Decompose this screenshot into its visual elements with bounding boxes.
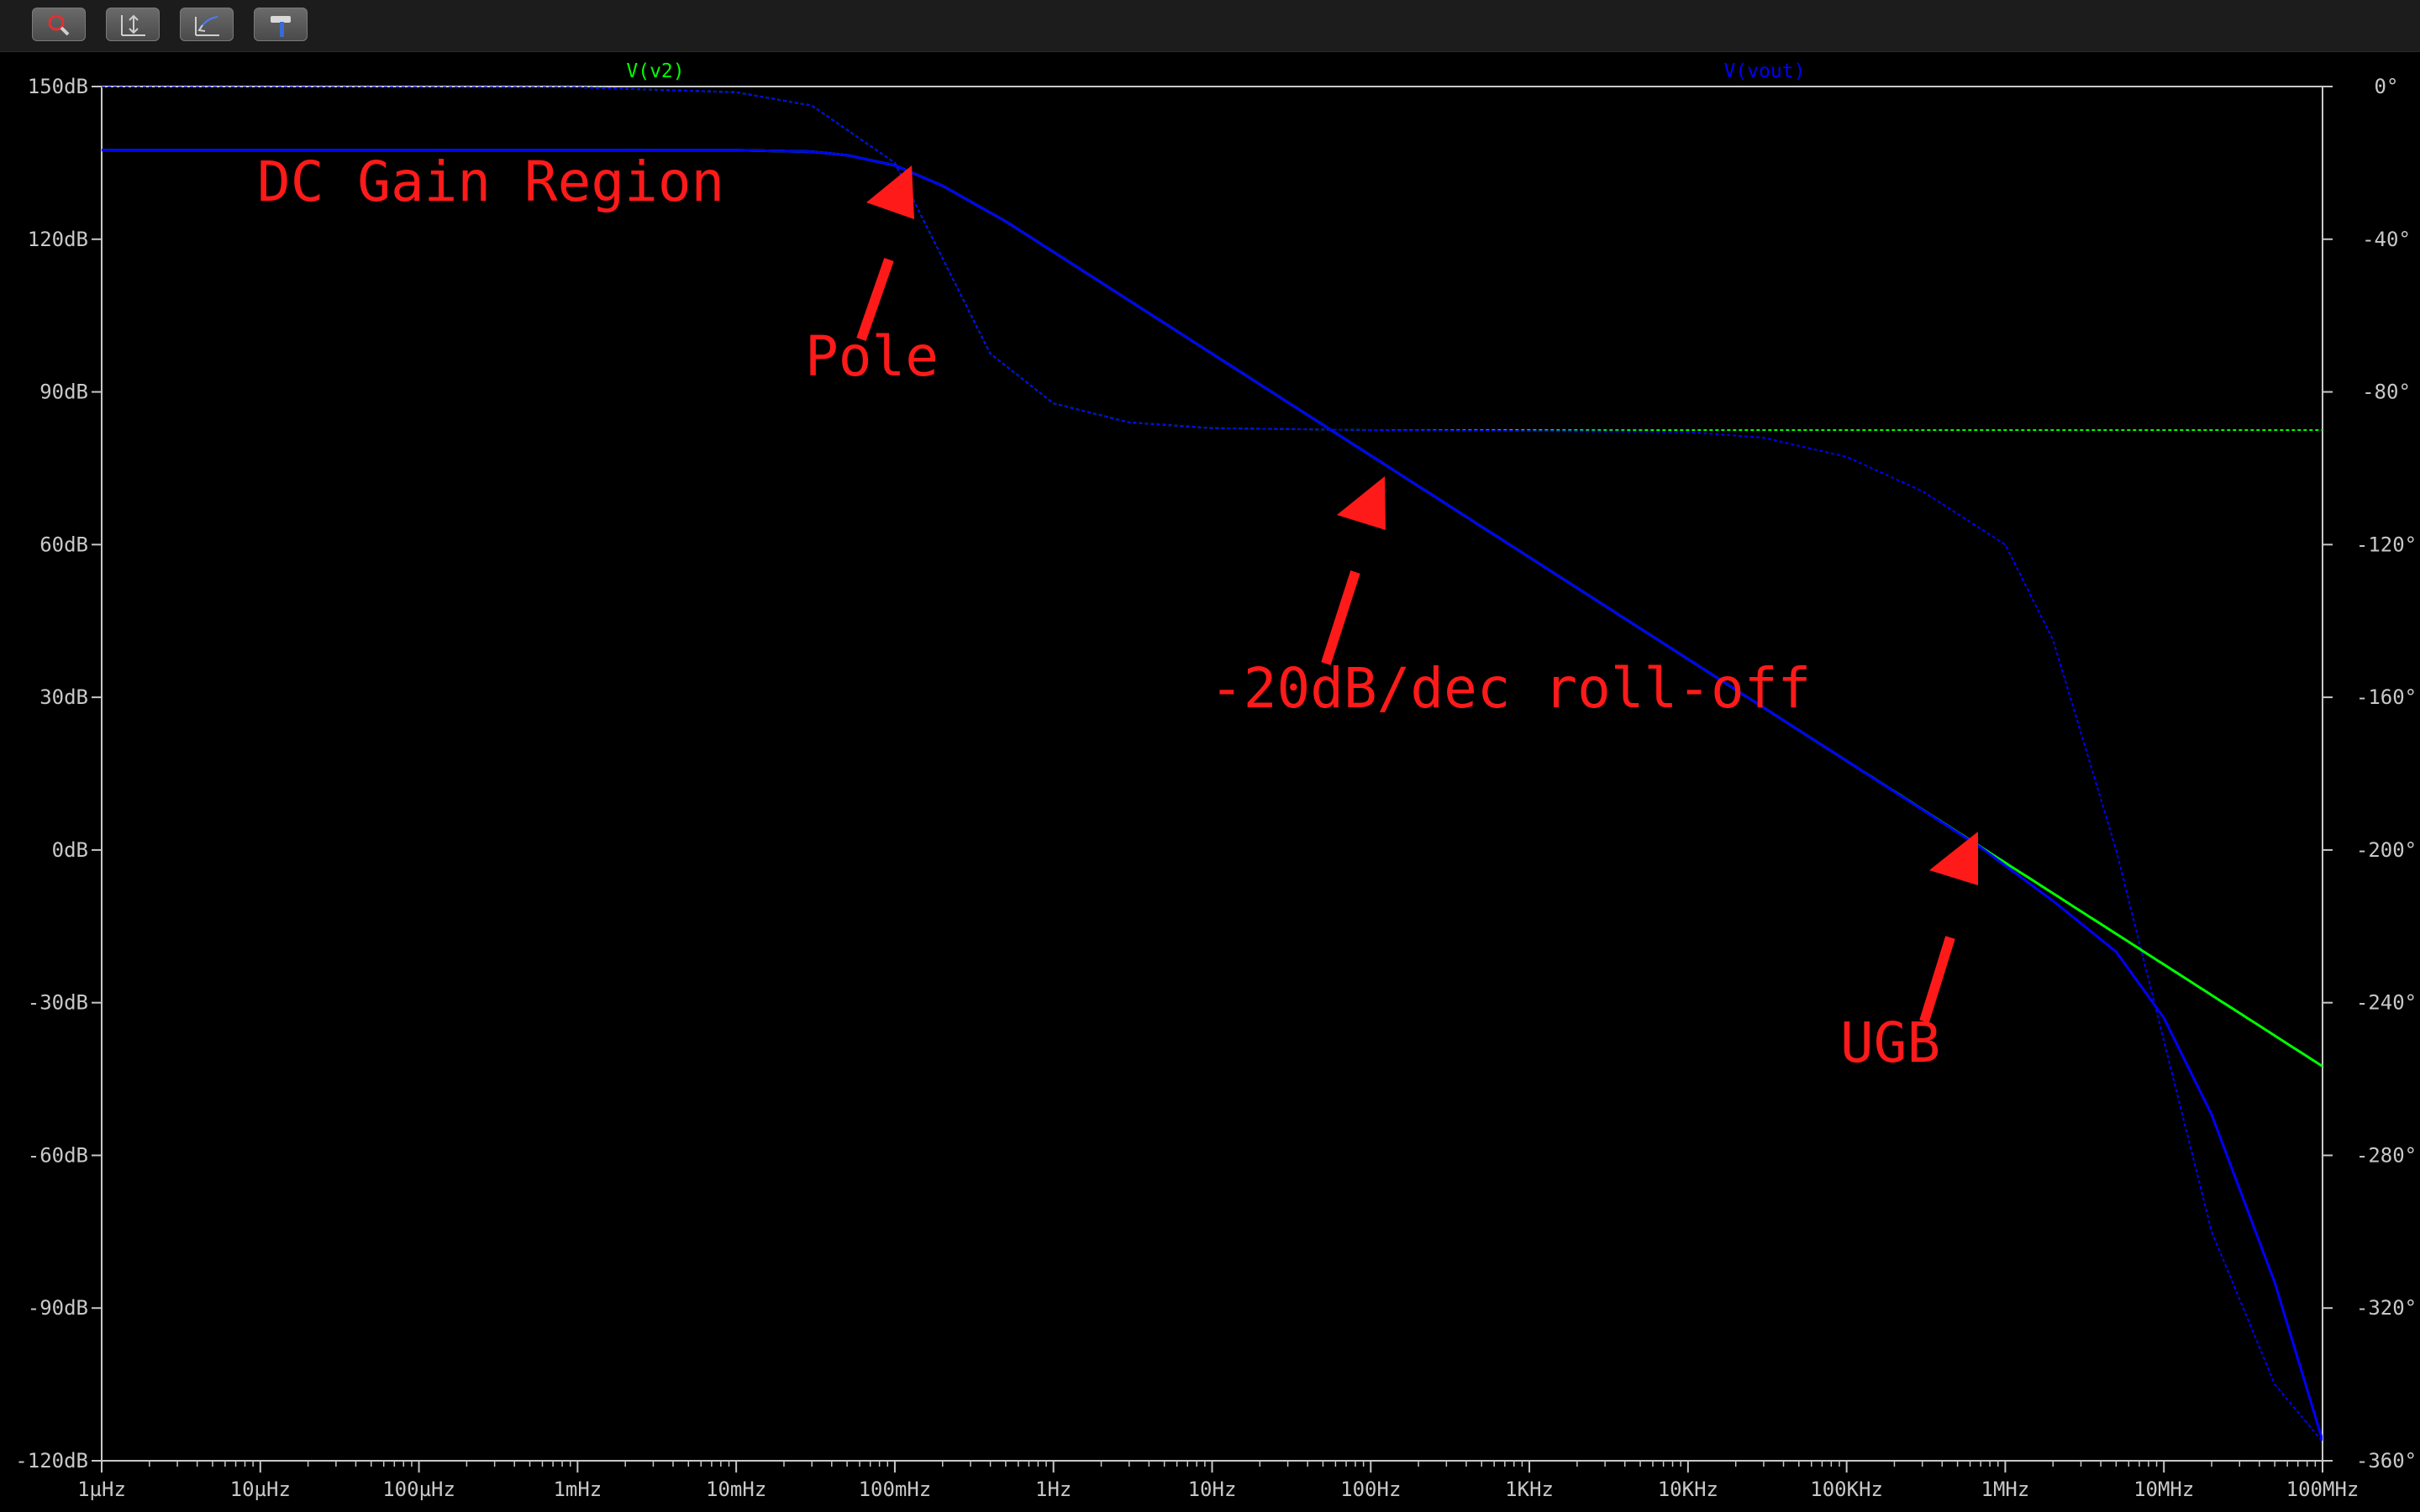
x-tick-label: 1KHz	[1505, 1478, 1554, 1501]
x-tick-label: 100KHz	[1810, 1478, 1883, 1501]
x-tick-label: 100mHz	[859, 1478, 932, 1501]
y-right-tick-label: -200°	[2356, 838, 2417, 862]
pan-button[interactable]	[180, 8, 234, 41]
plot-frame	[101, 86, 2323, 1462]
zoom-tool-button[interactable]	[32, 8, 86, 41]
arrow-pole-shaft	[856, 258, 894, 341]
y-left-tick-label: 150dB	[28, 75, 88, 98]
x-tick-label: 1Hz	[1035, 1478, 1071, 1501]
x-tick-label: 10mHz	[706, 1478, 766, 1501]
x-tick-label: 10KHz	[1658, 1478, 1718, 1501]
y-right-tick-label: -320°	[2356, 1296, 2417, 1320]
pan-icon	[195, 16, 219, 36]
x-tick-label: 10Hz	[1188, 1478, 1237, 1501]
x-tick-label: 10µHz	[230, 1478, 291, 1501]
y-right-tick-label: -360°	[2356, 1449, 2417, 1473]
annotations: DC Gain Region Pole -20dB/dec roll-off U…	[257, 150, 1978, 1075]
y-right-tick-label: 0°	[2375, 75, 2399, 98]
phase-curve-vout	[102, 87, 2323, 1442]
autorange-icon	[121, 14, 145, 36]
x-tick-label: 10MHz	[2133, 1478, 2194, 1501]
x-axis: 1µHz 10µHz 100µHz 1mHz 10mHz 100mHz 1Hz 10Hz 100…	[77, 1461, 2359, 1501]
x-tick-label: 100Hz	[1340, 1478, 1401, 1501]
x-tick-label: 1µHz	[77, 1478, 126, 1501]
y-right-tick-label: -40°	[2362, 228, 2411, 251]
bode-plot[interactable]: 1µHz 10µHz 100µHz 1mHz 10mHz 100mHz 1Hz 10Hz 100…	[0, 51, 2420, 1512]
y-axis-left: 150dB 120dB 90dB 60dB 30dB 0dB -30dB -60dB -90dB…	[15, 75, 102, 1473]
y-left-tick-label: 30dB	[39, 685, 88, 709]
legend-vout: V(vout)	[1724, 60, 1806, 82]
annotation-rolloff: -20dB/dec roll-off	[1210, 656, 1811, 721]
y-left-tick-label: 90dB	[39, 381, 88, 404]
y-left-tick-label: 120dB	[28, 228, 88, 251]
y-right-tick-label: -240°	[2356, 991, 2417, 1015]
series-group	[102, 87, 2323, 1442]
toolbar	[0, 0, 2420, 52]
annotation-ugb: UGB	[1840, 1011, 1940, 1075]
arrow-pole-head	[866, 165, 914, 219]
y-left-tick-label: -30dB	[28, 991, 88, 1015]
annotation-dc-gain: DC Gain Region	[257, 150, 724, 214]
y-left-tick-label: 60dB	[39, 533, 88, 556]
y-right-tick-label: -120°	[2356, 533, 2417, 556]
y-left-tick-label: -60dB	[28, 1143, 88, 1167]
arrow-ugb-head	[1929, 832, 1978, 885]
y-left-tick-label: -120dB	[15, 1449, 88, 1473]
autorange-button[interactable]	[106, 8, 160, 41]
magnitude-curve-vout	[102, 149, 2323, 1441]
arrow-rolloff-shaft	[1321, 570, 1360, 665]
y-right-tick-label: -280°	[2356, 1143, 2417, 1167]
x-tick-label: 100MHz	[2286, 1478, 2360, 1501]
legend-v2: V(v2)	[626, 60, 684, 82]
zoom-tool-icon	[48, 14, 70, 36]
y-axis-right: 0° -40° -80° -120° -160° -200° -240° -280° -320°…	[2323, 75, 2417, 1473]
x-tick-label: 1MHz	[1981, 1478, 2030, 1501]
y-left-tick-label: 0dB	[52, 838, 88, 862]
x-tick-label: 1mHz	[553, 1478, 602, 1501]
hammer-icon	[271, 16, 291, 37]
y-right-tick-label: -80°	[2362, 381, 2411, 404]
arrow-rolloff-head	[1337, 476, 1386, 530]
x-tick-label: 100µHz	[382, 1478, 455, 1501]
y-right-tick-label: -160°	[2356, 685, 2417, 709]
hammer-button[interactable]	[254, 8, 308, 41]
y-left-tick-label: -90dB	[28, 1296, 88, 1320]
arrow-ugb-shaft	[1919, 936, 1955, 1023]
annotation-pole: Pole	[805, 324, 939, 389]
